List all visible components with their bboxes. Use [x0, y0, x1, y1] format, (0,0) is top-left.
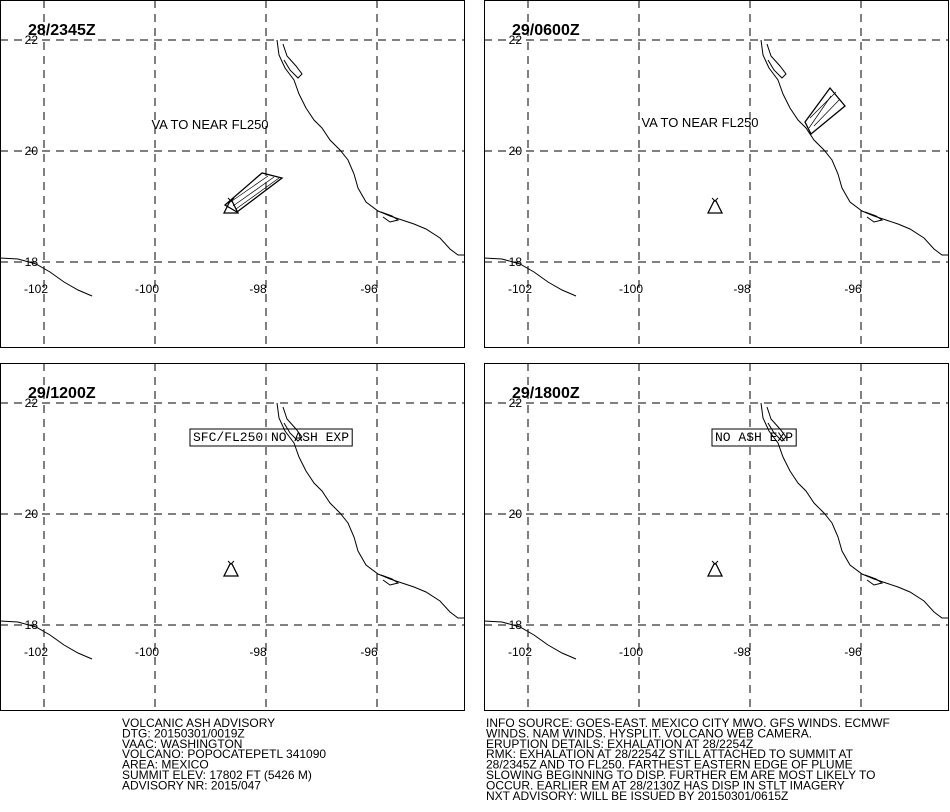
annotation-box	[189, 428, 353, 447]
lat-label: 20	[509, 144, 523, 158]
lon-label: -100	[619, 282, 643, 296]
lon-label: -100	[135, 282, 159, 296]
advisory-line: INFO SOURCE: GOES-EAST. MEXICO CITY MWO.…	[486, 716, 890, 730]
advisory-line: AREA: MEXICO	[122, 758, 209, 772]
coastline	[766, 406, 787, 442]
lat-label: 20	[25, 507, 39, 521]
ash-hatch	[228, 175, 269, 204]
coastline	[282, 43, 303, 79]
coastline	[276, 402, 465, 619]
ash-polygon	[804, 86, 846, 136]
lon-label: -96	[844, 645, 862, 659]
lon-label: -102	[24, 282, 48, 296]
volcano-plume	[711, 560, 719, 565]
coastline	[483, 257, 577, 297]
map-panel: 22 20 18 -102 -100 -98 -96 28/2345Z VA TO NEAR F…	[0, 0, 465, 348]
lon-label: -96	[360, 282, 378, 296]
map-panel: 22 20 18 -102 -100 -98 -96 29/1200Z SFC/FL250 NO…	[0, 363, 465, 711]
panel-border	[0, 0, 465, 348]
panel-time: 29/1800Z	[512, 385, 580, 402]
ash-hatch	[235, 177, 280, 210]
lat-label: 20	[509, 507, 523, 521]
ash-area	[223, 172, 284, 213]
lat-label: 22	[509, 33, 523, 47]
volcano-triangle	[222, 563, 240, 577]
coastline	[864, 574, 884, 586]
lon-label: -96	[360, 645, 378, 659]
panel-annotation: NO ASH EXP	[715, 430, 793, 445]
lat-label: 18	[25, 255, 39, 269]
volcano-symbol	[706, 560, 724, 577]
advisory-line: SLOWING BEGINNING TO DISP. FURTHER EM AR…	[486, 768, 875, 782]
panel-annotation: VA TO NEAR FL250	[641, 115, 758, 130]
advisory-line: VOLCANO: POPOCATEPETL 341090	[122, 747, 326, 761]
advisory-line: OCCUR. EARLIER EM AT 28/2130Z HAS DISP I…	[486, 778, 845, 792]
advisory-line: SUMMIT ELEV: 17802 FT (5426 M)	[122, 768, 312, 782]
panel-time: 29/0600Z	[512, 22, 580, 39]
panel-border	[0, 363, 465, 711]
advisory-line: ERUPTION DETAILS: EXHALATION AT 28/2254Z	[486, 737, 753, 751]
lon-label: -98	[249, 645, 267, 659]
panel-annotation: SFC/FL250 NO ASH EXP	[193, 430, 349, 445]
volcano-symbol	[706, 197, 724, 214]
coastline	[0, 257, 93, 297]
ash-hatch	[232, 176, 275, 207]
panel-annotation: VA TO NEAR FL250	[151, 117, 268, 132]
advisory-line: VAAC: WASHINGTON	[122, 737, 242, 751]
coastline	[380, 574, 400, 586]
ash-area	[804, 86, 846, 136]
lat-label: 18	[25, 618, 39, 632]
panel-border	[484, 363, 949, 711]
advisory-line: VOLCANIC ASH ADVISORY	[122, 716, 275, 730]
coastline	[483, 620, 577, 660]
lon-label: -96	[844, 282, 862, 296]
lat-label: 22	[25, 396, 39, 410]
volcano-triangle	[706, 563, 724, 577]
map-panel: 22 20 18 -102 -100 -98 -96 29/1800Z NO ASH EXP	[483, 363, 949, 711]
map-panel: 22 20 18 -102 -100 -98 -96 29/0600Z VA TO NEAR F…	[483, 0, 949, 348]
volcano-plume	[711, 197, 719, 202]
advisory-line: RMK: EXHALATION AT 28/2254Z STILL ATTACH…	[486, 747, 854, 761]
lat-label: 22	[509, 396, 523, 410]
ash-hatch	[813, 98, 841, 127]
lon-label: -100	[135, 645, 159, 659]
lon-label: -102	[508, 282, 532, 296]
lon-label: -102	[24, 645, 48, 659]
ash-hatch	[809, 91, 837, 119]
coastline	[766, 43, 787, 79]
lat-label: 18	[509, 618, 523, 632]
panel-border	[484, 0, 949, 348]
volcano-triangle	[706, 200, 724, 214]
advisory-line: ADVISORY NR: 2015/047	[122, 778, 261, 792]
lat-label: 18	[509, 255, 523, 269]
lon-label: -102	[508, 645, 532, 659]
coastline	[760, 39, 949, 256]
volcano-plume	[227, 560, 235, 565]
panel-time: 29/1200Z	[28, 385, 96, 402]
volcano-plume	[227, 197, 235, 202]
coastline	[380, 211, 400, 223]
advisory-line: DTG: 20150301/0019Z	[122, 726, 245, 740]
advisory-line: 28/2345Z AND TO FL250. FARTHEST EASTERN …	[486, 758, 853, 772]
coastline	[276, 39, 465, 256]
annotation-box	[711, 428, 797, 447]
advisory-line: NXT ADVISORY: WILL BE ISSUED BY 20150301…	[486, 789, 788, 803]
advisory-line: WINDS. NAM WINDS. HYSPLIT. VOLCANO WEB C…	[486, 726, 812, 740]
coastline	[760, 402, 949, 619]
ash-polygon	[223, 172, 284, 213]
panel-time: 28/2345Z	[28, 22, 96, 39]
lat-label: 22	[25, 33, 39, 47]
lon-label: -98	[249, 282, 267, 296]
lon-label: -98	[733, 282, 751, 296]
coastline	[282, 406, 303, 442]
lon-label: -100	[619, 645, 643, 659]
coastline	[864, 211, 884, 223]
lat-label: 20	[25, 144, 39, 158]
volcano-symbol	[222, 560, 240, 577]
lon-label: -98	[733, 645, 751, 659]
ash-hatch	[808, 95, 832, 129]
coastline	[0, 620, 93, 660]
